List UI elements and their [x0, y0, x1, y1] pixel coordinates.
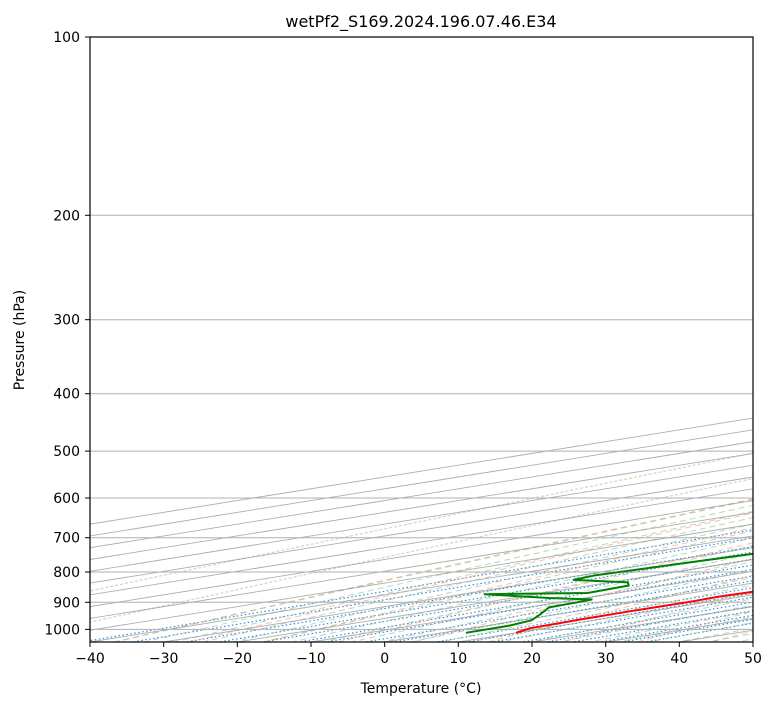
x-tick-label: −40: [75, 651, 105, 667]
x-tick-label: 30: [597, 651, 615, 667]
y-tick-label: 900: [53, 595, 80, 611]
mixing-ratio-line: [619, 618, 753, 642]
y-tick-label: 400: [53, 387, 80, 403]
x-tick-label: 20: [523, 651, 541, 667]
lcl-circles: [90, 452, 753, 623]
y-tick-label: 300: [53, 313, 80, 329]
mixing-ratio-line: [295, 564, 753, 642]
isotherm-line: [90, 500, 753, 608]
mixing-ratio-line: [596, 614, 753, 642]
x-tick-label: −20: [223, 651, 253, 667]
y-axis-label: Pressure (hPa): [12, 290, 28, 390]
x-tick-label: −30: [149, 651, 179, 667]
mixing-ratio-line: [215, 551, 753, 642]
y-tick-label: 800: [53, 565, 80, 581]
isotherms: [90, 417, 753, 642]
plot-area: 0.10.20.40.611.52346810131620253036-100-…: [90, 37, 753, 642]
pressure-grid: [90, 37, 753, 630]
mixing-ratio-line: [90, 529, 753, 642]
x-tick-label: 40: [670, 651, 688, 667]
y-axis-ticks: 100 200 300 400 500 600 700 800 900 1000: [44, 30, 90, 638]
y-tick-label: 500: [53, 444, 80, 460]
isotherm-line: [90, 464, 753, 572]
x-tick-label: 10: [449, 651, 467, 667]
isotherm-line: [90, 523, 753, 631]
y-tick-label: 100: [53, 30, 80, 46]
isotherm-line: [90, 476, 753, 584]
x-axis-label: Temperature (°C): [360, 681, 482, 697]
mixing-ratio-line: [182, 546, 753, 642]
x-axis-ticks: −40 −30 −20 −10 0 10 20 30 40 50: [75, 642, 762, 667]
mixing-ratio-line: [128, 537, 753, 642]
mixing-ratio-line: [543, 605, 753, 642]
isotherm-line: [90, 535, 753, 642]
isotherm-line: [90, 488, 753, 596]
x-tick-label: 50: [744, 651, 762, 667]
plot-frame: [89, 36, 754, 643]
chart-title: wetPf2_S169.2024.196.07.46.E34: [285, 12, 556, 32]
y-tick-label: 1000: [44, 622, 80, 638]
x-tick-label: 0: [380, 651, 389, 667]
isotherm-line: [90, 511, 753, 619]
y-tick-label: 700: [53, 531, 80, 547]
mixing-ratio-line: [569, 610, 753, 642]
sounding-series: [465, 552, 753, 634]
isotherm-line: [90, 452, 753, 560]
y-tick-label: 600: [53, 491, 80, 507]
isotherm-line: [90, 441, 753, 549]
x-tick-label: −10: [296, 651, 326, 667]
dewpoint-profile-line: [465, 552, 753, 634]
ice-saturation-arc: [90, 452, 753, 592]
mixing-ratio-line: [641, 622, 753, 642]
y-tick-label: 200: [53, 208, 80, 224]
